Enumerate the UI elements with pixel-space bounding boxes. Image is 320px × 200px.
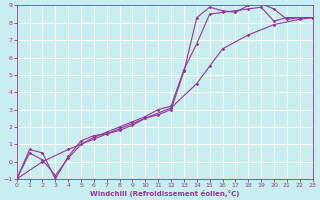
X-axis label: Windchill (Refroidissement éolien,°C): Windchill (Refroidissement éolien,°C) [90,190,239,197]
